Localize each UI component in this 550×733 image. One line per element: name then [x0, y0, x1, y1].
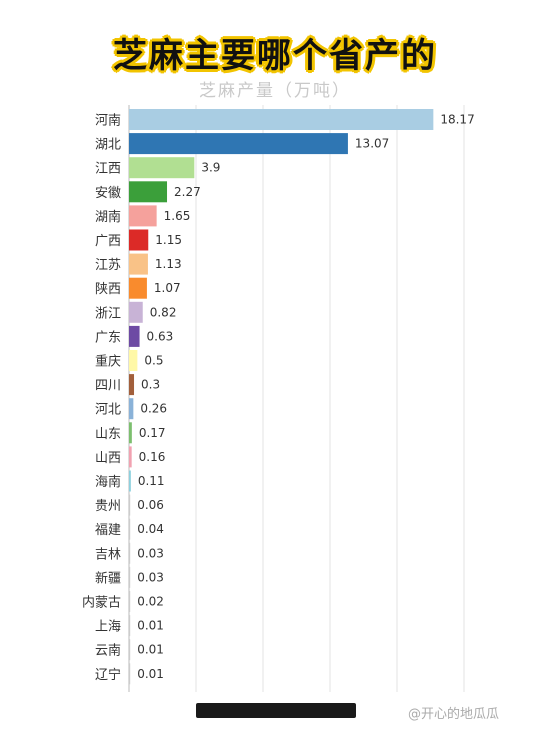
category-label: 吉林 — [95, 547, 121, 562]
category-label: 重庆 — [95, 354, 121, 370]
data-label: 0.63 — [147, 329, 174, 343]
bar — [129, 398, 134, 420]
category-label: 广东 — [95, 330, 121, 345]
data-label: 0.26 — [140, 402, 167, 416]
data-label: 0.82 — [150, 305, 177, 319]
data-label: 0.17 — [139, 426, 166, 440]
bar — [129, 253, 148, 275]
data-label: 0.01 — [137, 667, 164, 681]
category-label: 山东 — [95, 427, 121, 442]
bar — [129, 470, 131, 492]
data-label: 0.01 — [137, 643, 164, 657]
category-label: 河南 — [95, 113, 121, 129]
data-label: 0.04 — [137, 522, 164, 536]
data-label: 1.07 — [154, 281, 181, 295]
bar — [129, 109, 434, 130]
category-label: 河北 — [95, 403, 121, 418]
data-label: 1.13 — [155, 257, 182, 271]
category-label: 陕西 — [95, 282, 121, 297]
data-label: 13.07 — [355, 137, 389, 151]
bar — [129, 566, 131, 588]
data-label: 0.06 — [137, 498, 164, 512]
footer-caption — [196, 703, 356, 718]
bar — [129, 615, 131, 637]
data-label: 0.3 — [141, 378, 160, 392]
bar — [129, 639, 131, 661]
data-label: 18.17 — [440, 113, 474, 127]
category-label: 云南 — [95, 643, 121, 659]
bar — [129, 133, 348, 155]
category-label: 新疆 — [95, 570, 121, 586]
bar — [129, 181, 168, 203]
bar — [129, 350, 138, 371]
data-label: 0.03 — [137, 570, 164, 584]
data-label: 0.5 — [144, 354, 163, 368]
bar — [129, 422, 132, 444]
chart-title: 芝麻主要哪个省产的 — [113, 36, 437, 76]
category-label: 贵州 — [95, 499, 121, 514]
category-label: 江西 — [95, 162, 121, 177]
bar — [129, 301, 143, 323]
data-label: 0.02 — [137, 595, 164, 609]
category-label: 辽宁 — [95, 667, 121, 683]
category-label: 广西 — [95, 234, 121, 249]
data-label: 0.11 — [138, 474, 165, 488]
bar — [129, 325, 140, 347]
bar — [129, 591, 131, 612]
category-label: 海南 — [95, 474, 121, 490]
category-label: 湖北 — [95, 138, 121, 153]
category-label: 山西 — [95, 451, 121, 466]
bar — [129, 205, 157, 227]
category-label: 江苏 — [95, 257, 121, 273]
data-label: 3.9 — [201, 161, 220, 175]
bar — [129, 277, 147, 299]
data-label: 2.27 — [174, 185, 201, 199]
category-label: 福建 — [95, 523, 121, 538]
category-label: 安徽 — [95, 186, 121, 201]
bar — [129, 494, 131, 516]
chart-subtitle: 芝麻产量（万吨） — [199, 81, 351, 101]
bar — [129, 518, 131, 540]
data-label: 0.01 — [137, 619, 164, 633]
bar — [129, 542, 131, 564]
category-label: 四川 — [95, 379, 121, 394]
category-label: 上海 — [95, 620, 121, 635]
bar — [129, 446, 132, 468]
bar — [129, 663, 131, 685]
bar — [129, 157, 195, 179]
data-label: 0.16 — [139, 450, 166, 464]
watermark-text: @开心的地瓜瓜 — [408, 707, 500, 722]
category-label: 内蒙古 — [82, 595, 121, 611]
category-label: 湖南 — [95, 209, 121, 225]
data-label: 0.03 — [137, 546, 164, 560]
bar — [129, 229, 149, 251]
data-label: 1.15 — [155, 233, 182, 247]
data-label: 1.65 — [164, 209, 191, 223]
bar — [129, 374, 135, 396]
category-label: 浙江 — [95, 306, 121, 321]
